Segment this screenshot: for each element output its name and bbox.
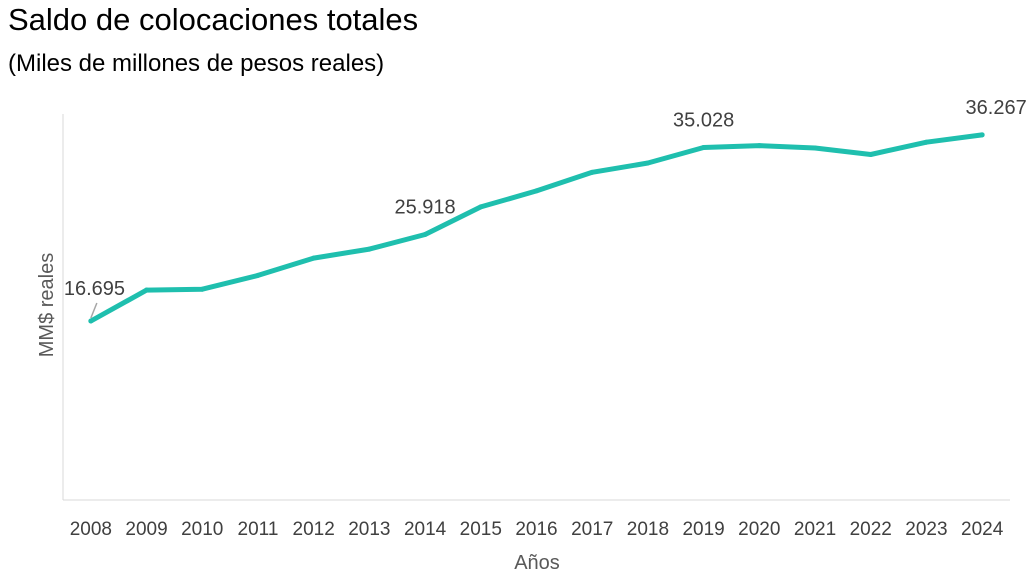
x-tick-label: 2021 [794, 519, 836, 540]
data-label: 35.028 [673, 109, 734, 131]
x-tick-label: 2013 [348, 519, 390, 540]
data-point [756, 143, 762, 149]
x-tick-label: 2019 [682, 519, 724, 540]
x-tick-label: 2015 [460, 519, 502, 540]
x-tick-label: 2018 [627, 519, 669, 540]
data-point [478, 204, 484, 210]
data-point [422, 232, 428, 238]
x-tick-label: 2011 [238, 519, 279, 540]
x-tick-label: 2009 [125, 519, 167, 540]
x-tick-label: 2014 [404, 519, 447, 540]
data-label: 25.918 [395, 197, 456, 219]
chart-title: Saldo de colocaciones totales [8, 2, 419, 37]
data-point [701, 144, 707, 150]
data-point [144, 287, 150, 293]
data-point [868, 152, 874, 158]
x-tick-label: 2008 [70, 519, 112, 540]
x-axis-title: Años [514, 552, 560, 574]
data-label: 16.695 [64, 278, 125, 300]
data-point [88, 318, 94, 324]
data-point [255, 272, 261, 278]
x-tick-label: 2024 [961, 519, 1004, 540]
x-tick-label: 2022 [850, 519, 892, 540]
y-axis-title: MM$ reales [36, 253, 58, 357]
x-tick-label: 2010 [181, 519, 223, 540]
x-tick-label: 2023 [905, 519, 947, 540]
data-point [923, 139, 929, 145]
data-point [366, 246, 372, 252]
x-tick-label: 2012 [293, 519, 335, 540]
x-tick-label: 2017 [571, 519, 613, 540]
data-label-leader-line [90, 302, 98, 319]
data-point [534, 188, 539, 194]
x-tick-label: 2020 [738, 519, 780, 540]
data-point [311, 255, 317, 261]
data-label: 36.267 [966, 97, 1027, 119]
data-point [589, 169, 595, 175]
data-point [199, 286, 205, 292]
data-point [812, 145, 818, 151]
series-line [88, 132, 985, 324]
data-point [645, 160, 651, 166]
data-point [979, 132, 985, 138]
x-tick-label: 2016 [515, 519, 557, 540]
chart-subtitle: (Miles de millones de pesos reales) [8, 50, 385, 77]
